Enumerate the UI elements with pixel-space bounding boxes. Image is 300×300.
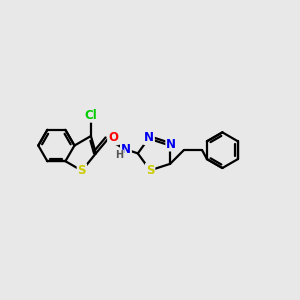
Text: S: S [78,164,86,177]
Text: H: H [115,151,123,160]
Text: O: O [108,131,118,144]
Text: N: N [166,138,176,151]
Text: N: N [121,143,131,156]
Text: N: N [144,131,154,144]
Text: Cl: Cl [85,109,97,122]
Text: S: S [146,164,154,177]
